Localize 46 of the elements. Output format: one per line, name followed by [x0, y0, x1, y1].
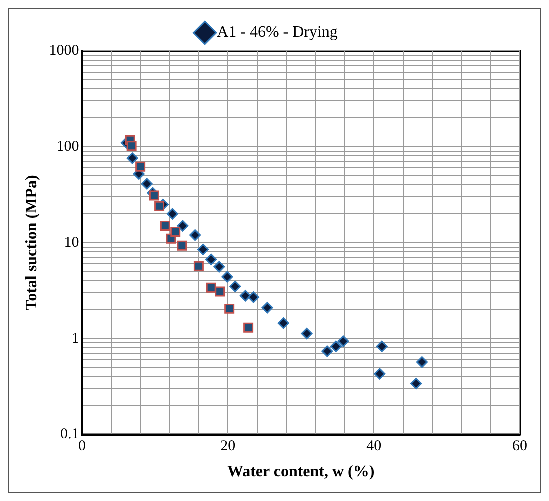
point	[141, 178, 153, 190]
point	[215, 286, 226, 297]
point	[177, 240, 188, 251]
point	[224, 304, 235, 314]
point	[338, 336, 350, 348]
point	[244, 322, 254, 333]
point	[194, 261, 204, 272]
point	[322, 346, 334, 358]
point	[278, 318, 290, 330]
x-tick-label: 0	[78, 438, 86, 455]
point	[166, 208, 178, 220]
point	[206, 282, 216, 293]
point	[222, 271, 234, 283]
point	[190, 230, 202, 242]
point	[240, 290, 252, 302]
point	[206, 254, 218, 266]
y-tick-label: 0.1	[60, 426, 80, 443]
point	[330, 340, 342, 352]
point	[262, 302, 274, 314]
x-tick-label: 40	[366, 438, 382, 455]
point	[160, 221, 170, 231]
point	[301, 328, 313, 340]
x-tick-label: 60	[512, 438, 528, 455]
point	[376, 340, 388, 352]
point	[214, 261, 226, 273]
point	[126, 152, 138, 164]
legend-label: A1 - 46% - Drying	[217, 24, 338, 42]
point	[410, 378, 422, 390]
point	[149, 190, 160, 201]
point	[126, 141, 137, 152]
y-tick-label: 1	[72, 330, 80, 347]
point	[198, 244, 210, 256]
x-tick-label: 20	[220, 438, 236, 455]
y-tick-label: 100	[56, 138, 80, 155]
point	[416, 356, 428, 368]
y-tick-label: 1000	[49, 42, 80, 59]
point	[248, 292, 260, 304]
x-axis-title: Water content, w (%)	[227, 464, 375, 481]
y-tick-label: 10	[64, 234, 80, 251]
point	[170, 226, 181, 237]
point	[136, 162, 146, 172]
point	[177, 220, 189, 232]
point	[230, 280, 242, 292]
point	[374, 368, 386, 380]
point	[154, 201, 165, 212]
y-axis-title: Total suction (MPa)	[24, 175, 41, 311]
